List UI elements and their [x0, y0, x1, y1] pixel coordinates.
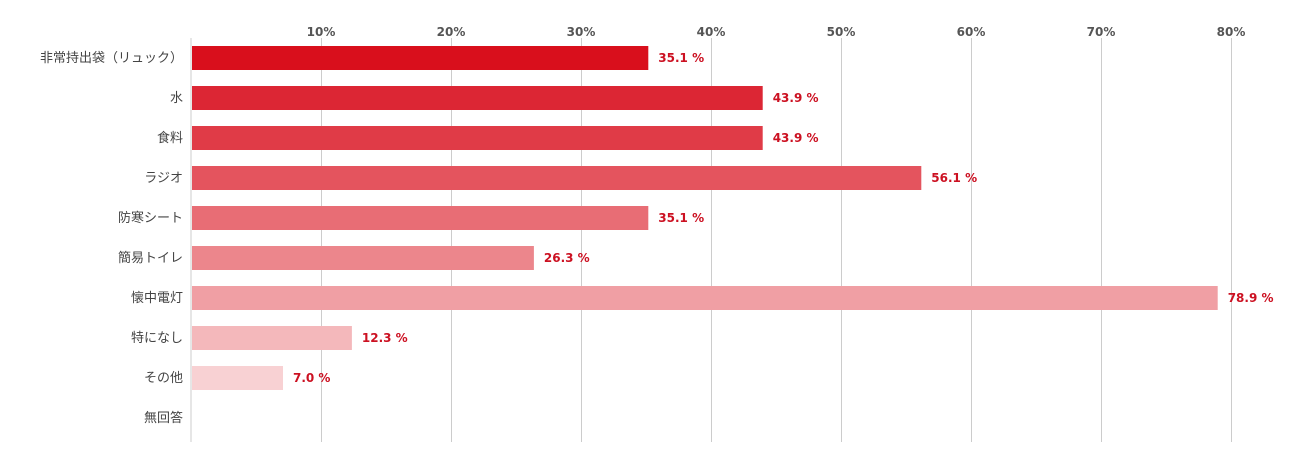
category-label: 非常持出袋（リュック）: [40, 51, 183, 66]
x-tick-label-10: 10%: [307, 25, 336, 39]
bar: [192, 126, 763, 150]
category-label: 水: [170, 91, 183, 106]
value-label: 7.0 %: [293, 371, 330, 385]
value-label: 35.1 %: [658, 211, 704, 225]
bar: [192, 326, 352, 350]
category-label: 無回答: [144, 410, 183, 426]
bar: [192, 46, 649, 70]
category-label: 簡易トイレ: [118, 251, 183, 266]
category-label: その他: [144, 371, 183, 386]
x-tick-label-30: 30%: [567, 25, 596, 39]
value-label: 26.3 %: [544, 251, 590, 265]
x-tick-label-60: 60%: [957, 25, 986, 39]
category-label: 懐中電灯: [131, 290, 183, 306]
value-label: 12.3 %: [362, 331, 408, 345]
category-label: 特になし: [131, 331, 183, 346]
bar: [192, 366, 283, 390]
value-label: 78.9 %: [1228, 291, 1274, 305]
x-axis-ticks: 10% 20% 30% 40% 50% 60% 70% 80%: [307, 25, 1246, 39]
category-label: 食料: [157, 130, 183, 146]
bars: [192, 46, 1218, 390]
bar: [192, 246, 534, 270]
category-label: 防寒シート: [118, 210, 183, 226]
bar: [192, 166, 922, 190]
value-label: 35.1 %: [658, 51, 704, 65]
bar: [192, 286, 1218, 310]
category-label: ラジオ: [144, 171, 183, 186]
value-label: 43.9 %: [773, 131, 819, 145]
x-tick-label-20: 20%: [437, 25, 466, 39]
category-labels: 非常持出袋（リュック） 水食料ラジオ防寒シート簡易トイレ懐中電灯特になしその他無回…: [40, 51, 183, 426]
bar: [192, 86, 763, 110]
bar: [192, 206, 649, 230]
value-labels: 35.1 % 43.9 % 43.9 % 56.1 % 35.1 % 26.3 % 78.9…: [293, 51, 1274, 385]
x-tick-label-40: 40%: [697, 25, 726, 39]
value-label: 43.9 %: [773, 91, 819, 105]
value-label: 56.1 %: [931, 171, 977, 185]
x-tick-label-50: 50%: [827, 25, 856, 39]
x-tick-label-70: 70%: [1087, 25, 1116, 39]
x-tick-label-80: 80%: [1217, 25, 1246, 39]
